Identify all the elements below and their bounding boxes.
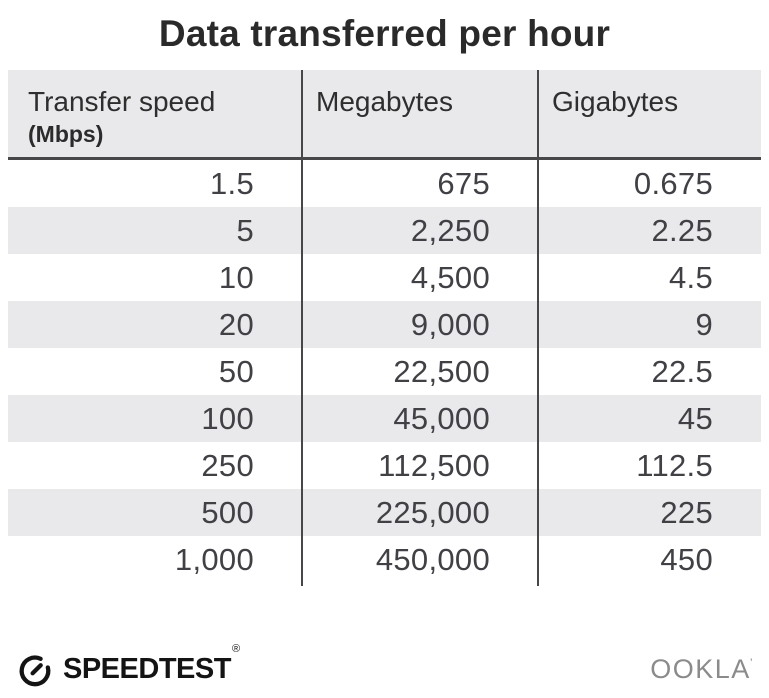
table-row: 250 112,500 112.5 [8,442,761,489]
cell-megabytes: 9,000 [410,307,490,342]
cell-transfer-speed: 1.5 [210,166,254,201]
cell-megabytes: 22,500 [393,354,490,389]
cell-megabytes: 45,000 [393,401,490,436]
cell-gigabytes: 225 [660,495,713,530]
column-header-transfer-speed-label: Transfer speed [28,86,216,117]
cell-transfer-speed: 10 [218,260,254,295]
table-row: 1,000 450,000 450 [8,536,761,583]
cell-transfer-speed: 500 [201,495,254,530]
ookla-wordmark-text: OOKLA [650,653,751,684]
cell-megabytes: 4,500 [410,260,490,295]
cell-gigabytes: 9 [695,307,713,342]
cell-transfer-speed: 100 [201,401,254,436]
table-row: 50 22,500 22.5 [8,348,761,395]
footer: SPEEDTEST® OOKLA’ [16,643,755,690]
table-row: 100 45,000 45 [8,395,761,442]
cell-megabytes: 225,000 [375,495,490,530]
column-header-transfer-speed-unit: (Mbps) [28,121,104,147]
table-row: 500 225,000 225 [8,489,761,536]
ookla-logo: OOKLA’ [650,654,755,685]
table-row: 1.5 675 0.675 [8,160,761,207]
cell-transfer-speed: 1,000 [174,542,254,577]
table-header-row: Transfer speed (Mbps) Megabytes Gigabyte… [8,70,761,160]
table-row: 5 2,250 2.25 [8,207,761,254]
ookla-trademark-symbol: ’ [749,655,754,670]
column-header-transfer-speed: Transfer speed (Mbps) [8,70,302,157]
table-row: 10 4,500 4.5 [8,254,761,301]
cell-megabytes: 450,000 [375,542,490,577]
page-title: Data transferred per hour [158,13,611,54]
speedtest-wordmark-text: SPEEDTEST [63,652,231,685]
speedtest-gauge-icon [16,650,54,688]
cell-gigabytes: 112.5 [636,448,713,483]
cell-transfer-speed: 5 [236,213,254,248]
column-header-gigabytes: Gigabytes [552,86,679,117]
data-table: Transfer speed (Mbps) Megabytes Gigabyte… [8,70,761,586]
cell-gigabytes: 22.5 [651,354,713,389]
cell-gigabytes: 450 [660,542,713,577]
speedtest-wordmark: SPEEDTEST® [63,643,240,686]
table-row: 20 9,000 9 [8,301,761,348]
registered-trademark-symbol: ® [231,642,240,655]
cell-gigabytes: 0.675 [633,166,713,201]
cell-megabytes: 112,500 [378,448,490,483]
column-header-megabytes: Megabytes [316,86,453,117]
column-divider [301,70,303,586]
cell-gigabytes: 4.5 [669,260,713,295]
column-divider [537,70,539,586]
cell-megabytes: 675 [437,166,490,201]
cell-megabytes: 2,250 [410,213,490,248]
cell-transfer-speed: 20 [218,307,254,342]
speedtest-logo: SPEEDTEST® [16,643,240,688]
table-body: 1.5 675 0.675 5 2,250 2.25 10 4,500 4.5 … [8,160,761,583]
cell-transfer-speed: 50 [218,354,254,389]
cell-transfer-speed: 250 [201,448,254,483]
cell-gigabytes: 45 [677,401,713,436]
cell-gigabytes: 2.25 [651,213,713,248]
